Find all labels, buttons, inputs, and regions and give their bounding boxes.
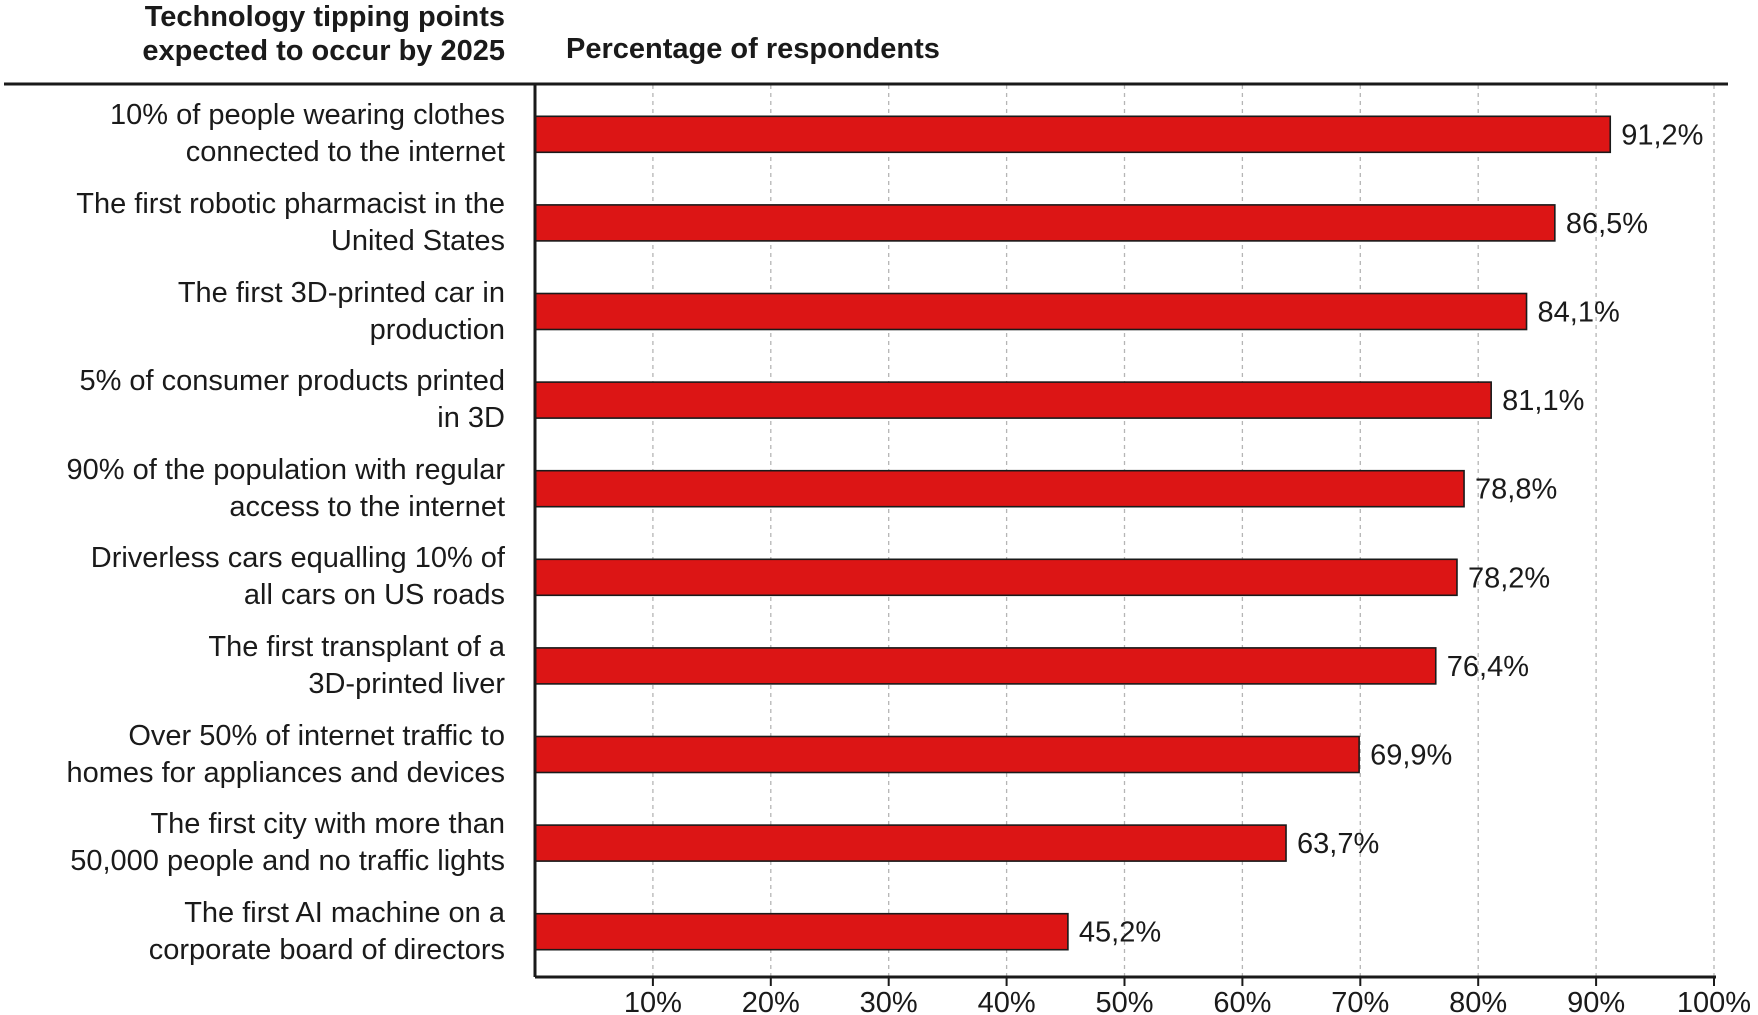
category-label-line: The first 3D-printed car in [177, 276, 505, 309]
category-label-line: The first AI machine on a [184, 896, 505, 929]
bar [534, 912, 1069, 951]
axes [4, 82, 1728, 986]
bar [534, 469, 1465, 508]
x-tick-label: 90% [1567, 987, 1625, 1015]
bar [534, 292, 1528, 331]
category-label: The first city with more than 50,000 peop… [0, 806, 505, 880]
category-label: 5% of consumer products printed in 3D [0, 363, 505, 437]
bar-value-label: 78,2% [1468, 562, 1550, 594]
x-tick-label: 20% [742, 987, 800, 1015]
category-label-line: connected to the internet [185, 136, 505, 169]
category-label: 10% of people wearing clothes connected t… [0, 97, 505, 171]
bars: 91,2% 86,5% 84,1% 81,1% 78,8% 78,2% 76,4% 69,9%… [534, 115, 1703, 951]
category-label: Over 50% of internet traffic to homes for… [0, 718, 505, 792]
category-label-line: Over 50% of internet traffic to [128, 719, 505, 752]
chart-title-line2: expected to occur by 2025 [142, 35, 505, 67]
bar-value-label: 86,5% [1566, 208, 1648, 240]
category-label-line: production [369, 313, 505, 346]
bar-value-label: 84,1% [1538, 297, 1620, 329]
category-label-line: in 3D [437, 402, 505, 435]
bar-value-label: 76,4% [1447, 651, 1529, 683]
x-tick-label: 30% [860, 987, 918, 1015]
x-tick-label: 10% [624, 987, 682, 1015]
x-tick-label: 60% [1213, 987, 1271, 1015]
bar [534, 824, 1287, 862]
category-label: The first AI machine on a corporate board… [0, 895, 505, 969]
category-label-line: 10% of people wearing clothes [110, 99, 505, 132]
bar-value-label: 81,1% [1502, 385, 1584, 417]
x-tick-label: 70% [1331, 987, 1389, 1015]
x-tick-labels: 10% 20% 30% 40% 50% 60% 70% 80% 90% 100% [624, 987, 1751, 1015]
x-tick-label: 80% [1449, 987, 1507, 1015]
category-label-line: United States [330, 224, 505, 257]
bar-value-label: 91,2% [1621, 119, 1703, 151]
x-tick-label: 50% [1095, 987, 1153, 1015]
chart-title: Technology tipping points expected to oc… [0, 0, 505, 68]
bar [534, 647, 1437, 685]
category-label-line: access to the internet [229, 490, 505, 523]
bar [534, 204, 1556, 242]
category-label-line: 5% of consumer products printed [79, 365, 505, 398]
category-label-line: 90% of the population with regular [66, 453, 505, 486]
category-label-line: The first transplant of a [208, 630, 505, 663]
bar-value-label: 69,9% [1370, 740, 1452, 772]
category-label-line: corporate board of directors [148, 933, 505, 966]
category-label: Driverless cars equalling 10% of all cars… [0, 540, 505, 614]
category-label-line: Driverless cars equalling 10% of [90, 542, 505, 575]
x-axis-title: Percentage of respondents [566, 33, 940, 65]
category-label-line: all cars on US roads [243, 579, 505, 612]
category-label-line: The first robotic pharmacist in the [76, 187, 505, 220]
category-label: 90% of the population with regular access… [0, 452, 505, 526]
category-label: The first 3D-printed car in production [0, 275, 505, 349]
category-label: The first transplant of a 3D-printed live… [0, 629, 505, 703]
bar [534, 381, 1492, 419]
category-label-line: 50,000 people and no traffic lights [70, 845, 505, 878]
bar [534, 735, 1360, 774]
category-label-line: The first city with more than [150, 808, 505, 841]
category-label-line: 3D-printed liver [308, 667, 505, 700]
bar-value-label: 45,2% [1079, 917, 1161, 949]
category-label-line: homes for appliances and devices [66, 756, 505, 789]
bar-value-label: 63,7% [1297, 828, 1379, 860]
bar [534, 558, 1458, 597]
chart-title-line1: Technology tipping points [144, 1, 505, 33]
category-label: The first robotic pharmacist in the Unite… [0, 186, 505, 260]
bar-value-label: 78,8% [1475, 474, 1557, 506]
x-tick-label: 40% [978, 987, 1036, 1015]
x-tick-label: 100% [1677, 987, 1751, 1015]
bar [534, 115, 1612, 154]
